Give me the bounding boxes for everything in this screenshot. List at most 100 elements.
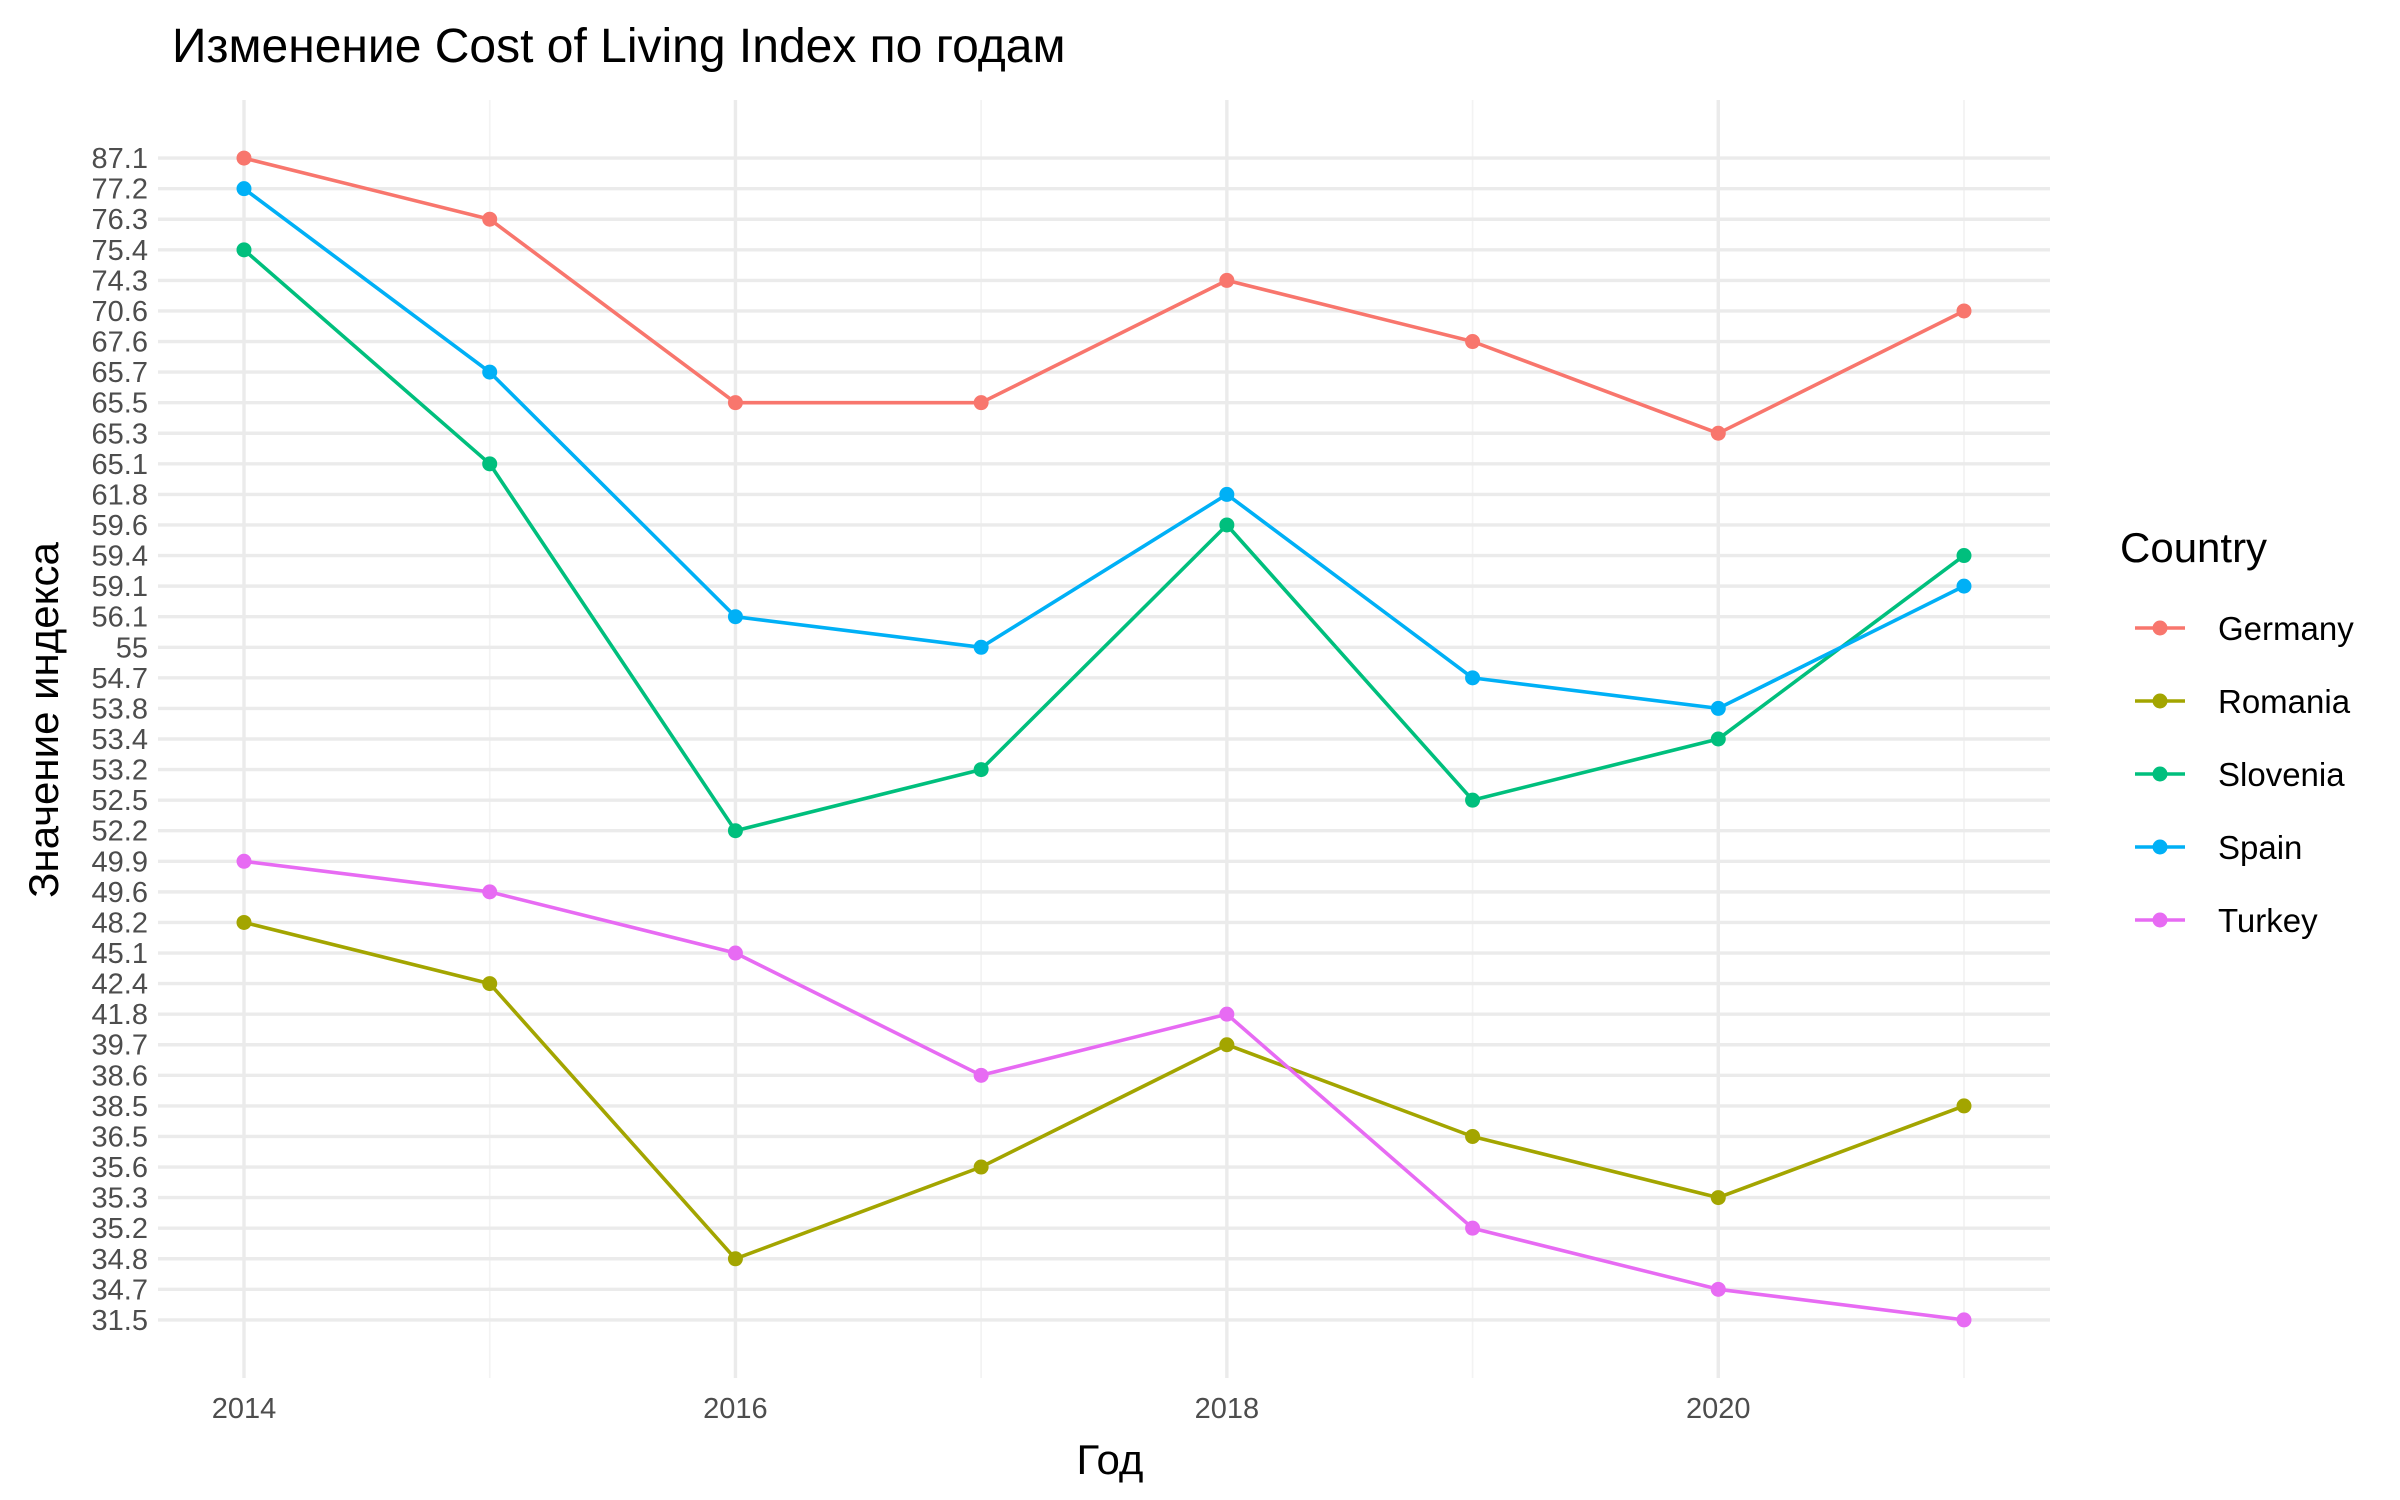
x-axis-title: Год: [1077, 1436, 1144, 1483]
y-tick-label: 77.2: [92, 174, 148, 206]
series-lines: [242, 156, 1966, 1322]
chart-title: Изменение Cost of Living Index по годам: [172, 20, 1065, 73]
y-tick-label: 67.6: [92, 327, 148, 359]
data-point-turkey: [1219, 1006, 1235, 1022]
data-point-germany: [482, 211, 498, 227]
data-point-slovenia: [1956, 548, 1972, 564]
y-tick-label: 59.4: [92, 541, 148, 573]
y-tick-label: 55: [116, 632, 148, 664]
y-tick-label: 59.6: [92, 510, 148, 542]
legend-items: Germany Romania Slovenia Spain Turkey: [2135, 610, 2354, 939]
y-tick-label: 53.4: [92, 724, 148, 756]
data-point-spain: [1710, 700, 1726, 716]
data-point-romania: [1219, 1037, 1235, 1053]
legend-label-germany: Germany: [2218, 610, 2354, 647]
y-tick-label: 87.1: [92, 143, 148, 175]
data-point-slovenia: [1465, 792, 1481, 808]
y-tick-label: 45.1: [92, 938, 148, 970]
data-point-germany: [1956, 303, 1972, 319]
y-tick-label: 34.8: [92, 1244, 148, 1276]
data-point-turkey: [973, 1067, 989, 1083]
y-tick-label: 49.6: [92, 877, 148, 909]
y-tick-label: 70.6: [92, 296, 148, 328]
y-tick-label: 76.3: [92, 204, 148, 236]
y-tick-label: 35.6: [92, 1152, 148, 1184]
grid: [158, 100, 2050, 1378]
y-tick-label: 74.3: [92, 265, 148, 297]
series-line-germany: [242, 156, 1966, 436]
y-tick-label: 65.3: [92, 418, 148, 450]
legend-key-point-slovenia: [2152, 766, 2168, 782]
x-tick-label: 2014: [212, 1393, 277, 1425]
legend-label-turkey: Turkey: [2218, 902, 2318, 939]
x-tick-label: 2020: [1686, 1393, 1751, 1425]
data-point-germany: [1219, 272, 1235, 288]
legend: Country Germany Romania Slovenia Spain Turke…: [2120, 524, 2354, 939]
data-point-turkey: [1956, 1312, 1972, 1328]
y-tick-label: 31.5: [92, 1305, 148, 1337]
data-point-romania: [1956, 1098, 1972, 1114]
y-tick-label: 48.2: [92, 907, 148, 939]
legend-key-point-germany: [2152, 620, 2168, 636]
data-point-turkey: [1710, 1281, 1726, 1297]
data-point-slovenia: [1219, 517, 1235, 533]
legend-key-point-romania: [2152, 693, 2168, 709]
series-line-turkey: [242, 859, 1966, 1322]
y-tick-label: 59.1: [92, 571, 148, 603]
data-point-germany: [1465, 334, 1481, 350]
y-tick-label: 56.1: [92, 602, 148, 634]
y-tick-label: 49.9: [92, 846, 148, 878]
y-tick-label: 65.7: [92, 357, 148, 389]
data-point-romania: [973, 1159, 989, 1175]
y-axis-ticks: 31.534.734.835.235.335.636.538.538.639.7…: [92, 143, 148, 1337]
y-tick-label: 38.6: [92, 1060, 148, 1092]
data-point-slovenia: [973, 762, 989, 778]
y-tick-label: 34.7: [92, 1274, 148, 1306]
data-point-romania: [1710, 1190, 1726, 1206]
data-point-romania: [1465, 1128, 1481, 1144]
legend-key-point-spain: [2152, 839, 2168, 855]
data-point-spain: [1465, 670, 1481, 686]
series-line-slovenia: [242, 248, 1966, 833]
y-axis-title: Значение индекса: [20, 542, 67, 898]
data-point-spain: [1956, 578, 1972, 594]
legend-label-spain: Spain: [2218, 829, 2302, 866]
y-tick-label: 42.4: [92, 969, 148, 1001]
y-tick-label: 41.8: [92, 999, 148, 1031]
y-tick-label: 53.8: [92, 693, 148, 725]
y-tick-label: 53.2: [92, 755, 148, 787]
data-point-slovenia: [727, 823, 743, 839]
y-tick-label: 36.5: [92, 1121, 148, 1153]
data-point-slovenia: [482, 456, 498, 472]
legend-key-point-turkey: [2152, 912, 2168, 928]
data-point-romania: [482, 976, 498, 992]
x-tick-label: 2018: [1195, 1393, 1260, 1425]
y-tick-label: 39.7: [92, 1030, 148, 1062]
y-tick-label: 65.5: [92, 388, 148, 420]
data-point-turkey: [727, 945, 743, 961]
data-point-germany: [973, 395, 989, 411]
series-line-romania: [242, 920, 1966, 1261]
y-tick-label: 38.5: [92, 1091, 148, 1123]
x-tick-label: 2016: [703, 1393, 768, 1425]
data-point-spain: [1219, 486, 1235, 502]
y-tick-label: 35.3: [92, 1183, 148, 1215]
data-point-slovenia: [1710, 731, 1726, 747]
data-point-turkey: [236, 853, 252, 869]
data-point-spain: [482, 364, 498, 380]
x-axis-ticks: 2014 2016 2018 2020: [212, 1393, 1751, 1425]
data-point-germany: [236, 150, 252, 166]
data-point-turkey: [1465, 1220, 1481, 1236]
data-point-slovenia: [236, 242, 252, 258]
y-tick-label: 52.2: [92, 816, 148, 848]
series-points: [236, 150, 1972, 1328]
legend-label-slovenia: Slovenia: [2218, 756, 2345, 793]
series-line-spain: [242, 186, 1966, 711]
y-tick-label: 35.2: [92, 1213, 148, 1245]
data-point-spain: [727, 609, 743, 625]
data-point-germany: [1710, 425, 1726, 441]
y-tick-label: 52.5: [92, 785, 148, 817]
data-point-spain: [973, 639, 989, 655]
data-point-germany: [727, 395, 743, 411]
